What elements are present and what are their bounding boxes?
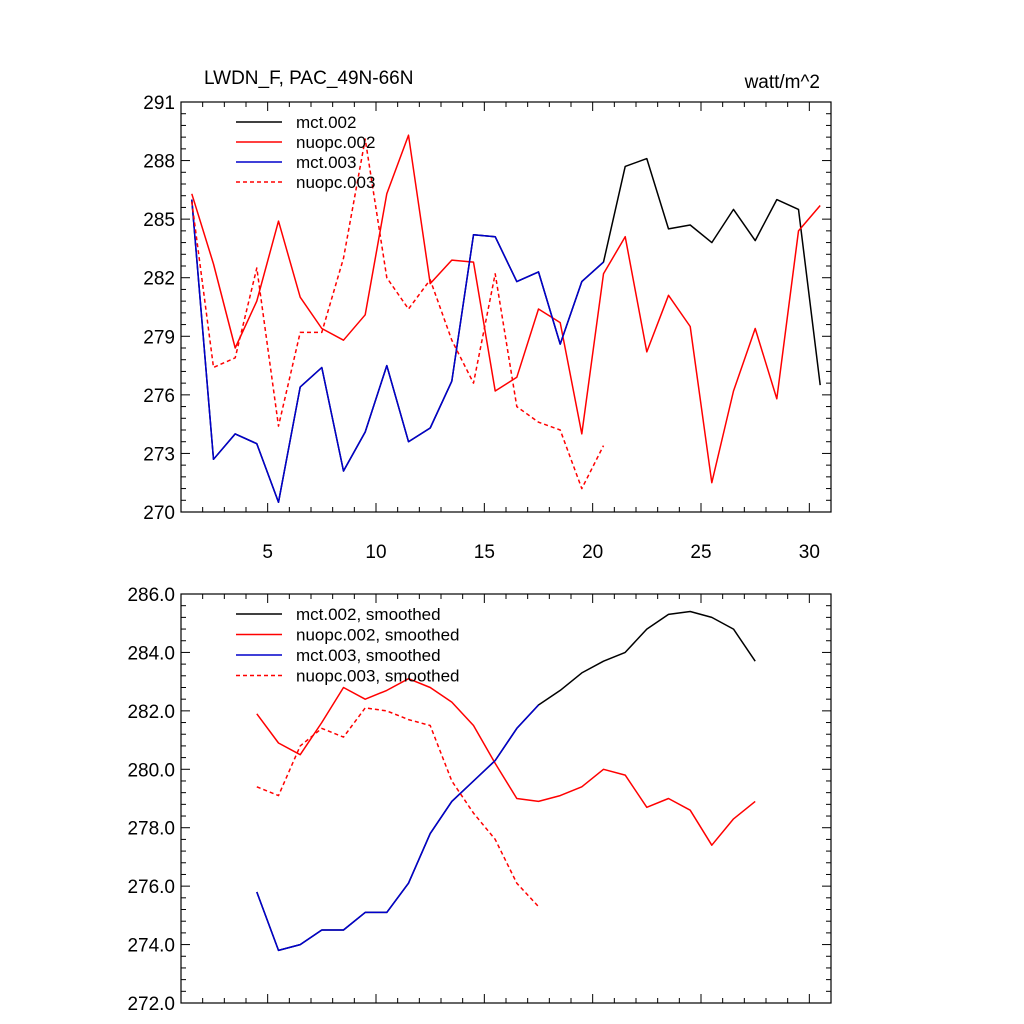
x-tick-label: 20 [582,542,603,563]
series-line-nuopc-003 [191,138,605,490]
legend-label: mct.003, smoothed [296,646,441,665]
y-tick-label: 286.0 [127,585,175,606]
legend-label: nuopc.002, smoothed [296,626,460,645]
legend-label: nuopc.003, smoothed [296,667,460,686]
y-tick-label: 279 [143,327,175,348]
top-chart-units: watt/m^2 [744,72,820,93]
legend-label: mct.002 [296,113,356,132]
y-tick-label: 278.0 [127,819,175,840]
y-tick-label: 274.0 [127,936,175,957]
x-tick-label: 25 [690,542,711,563]
x-tick-label: 5 [262,542,273,563]
y-tick-label: 276.0 [127,877,175,898]
legend-label: mct.002, smoothed [296,605,441,624]
bottom-plot-panel: 272.0 274.0 276.0 278.0 280.0 282.0 284.0 286.0… [127,585,832,1015]
y-tick-label: 282.0 [127,702,175,723]
top-chart-title: LWDN_F, PAC_49N-66N [204,68,413,89]
x-tick-label: 15 [474,542,495,563]
y-tick-label: 280.0 [127,760,175,781]
series-line-nuopc-003-smoothed [256,707,540,908]
x-tick-label: 10 [365,542,386,563]
series-line-mct-003 [191,199,605,503]
y-tick-label: 270 [143,503,175,524]
y-tick-label: 284.0 [127,643,175,664]
y-tick-label: 276 [143,386,175,407]
y-tick-label: 282 [143,269,175,290]
y-tick-label: 291 [143,93,175,114]
y-tick-label: 288 [143,152,175,173]
legend-label: mct.003 [296,153,356,172]
series-line-mct-003-smoothed [256,704,540,952]
legend-label: nuopc.002 [296,133,375,152]
y-tick-label: 272.0 [127,994,175,1015]
series-line-nuopc-002 [191,134,821,484]
y-tick-label: 285 [143,210,175,231]
top-plot-panel: 5 10 15 20 25 30 270 273 276 279 282 285 288 291 mct.0… [143,93,832,563]
x-tick-label: 30 [799,542,820,563]
series-line-nuopc-002-smoothed [256,677,756,846]
legend-label: nuopc.003 [296,173,375,192]
y-tick-label: 273 [143,444,175,465]
